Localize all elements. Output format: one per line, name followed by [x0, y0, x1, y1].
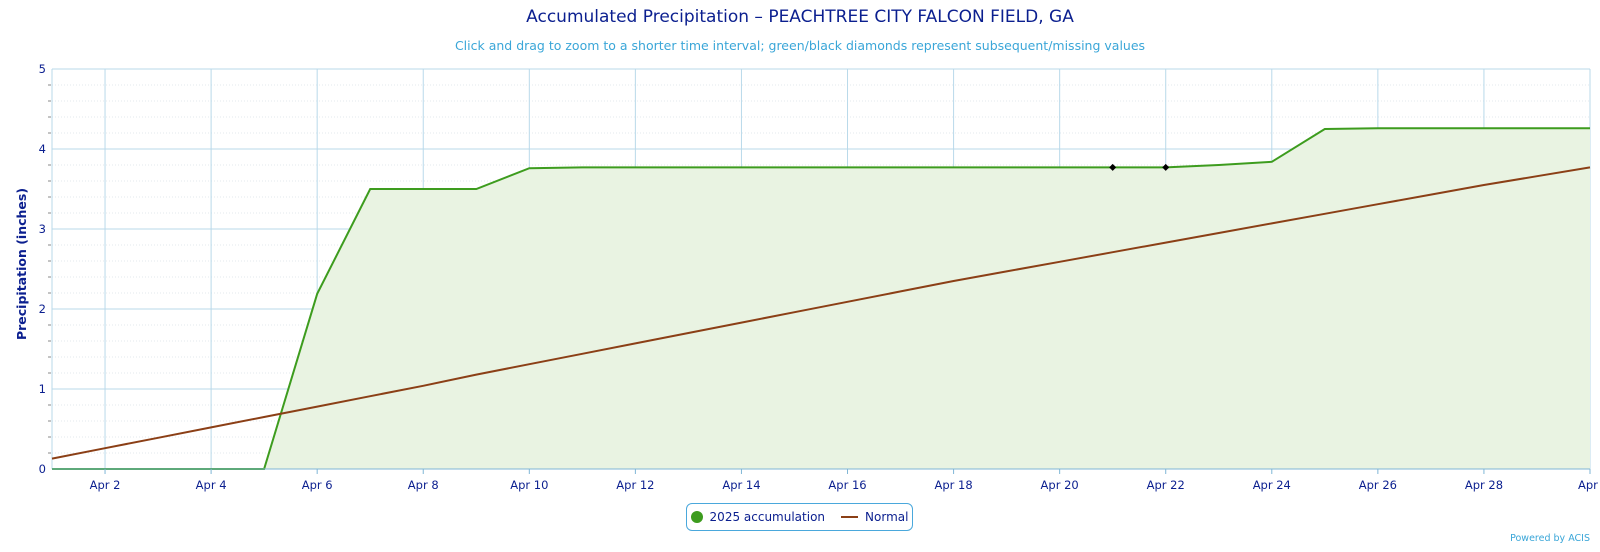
normal-line[interactable] — [51, 166, 1591, 460]
brown-line-icon — [841, 516, 859, 518]
missing-value-diamond[interactable] — [1109, 163, 1117, 171]
legend-label-accumulation: 2025 accumulation — [709, 510, 826, 524]
x-tick-label: Apr 6 — [302, 478, 333, 492]
x-tick-label: Apr 22 — [1147, 478, 1185, 492]
y-tick-label: 0 — [39, 462, 46, 476]
y-tick-label: 1 — [39, 382, 46, 396]
legend-item-normal[interactable]: Normal — [841, 510, 908, 524]
x-tick-label: Apr 18 — [934, 478, 972, 492]
x-tick-label: Apr 2 — [90, 478, 121, 492]
x-tick-label: Apr 14 — [722, 478, 760, 492]
chart-legend: 2025 accumulation Normal — [686, 503, 913, 531]
accumulation-line[interactable] — [52, 127, 1590, 470]
green-dot-icon — [690, 511, 703, 523]
legend-item-accumulation[interactable]: 2025 accumulation — [690, 510, 826, 524]
chart-title: Accumulated Precipitation – PEACHTREE CI… — [526, 7, 1074, 27]
x-axis-ticks: Apr 2 Apr 4 Apr 6 Apr 8 Apr 10 Apr 12 Apr 14 Ap… — [90, 469, 1600, 492]
y-axis-ticks: 0 1 2 3 4 5 — [39, 62, 46, 476]
accumulation-area — [52, 128, 1590, 469]
x-tick-label: Apr 20 — [1041, 478, 1079, 492]
x-tick-label: Apr 4 — [196, 478, 227, 492]
x-tick-label: Apr 26 — [1359, 478, 1397, 492]
y-tick-label: 5 — [39, 62, 46, 76]
x-tick-label: Apr 16 — [828, 478, 866, 492]
x-tick-label: Apr 10 — [510, 478, 548, 492]
acis-credit-link[interactable]: Powered by ACIS — [1510, 533, 1590, 544]
y-axis-label: Precipitation (inches) — [14, 188, 29, 340]
missing-value-diamond[interactable] — [1162, 163, 1170, 171]
x-tick-label: Apr 28 — [1465, 478, 1503, 492]
x-tick-label: Apr 3 — [1578, 478, 1600, 492]
x-tick-label: Apr 8 — [408, 478, 439, 492]
y-tick-label: 2 — [39, 302, 46, 316]
y-tick-label: 4 — [39, 142, 46, 156]
x-tick-label: Apr 24 — [1253, 478, 1291, 492]
legend-label-normal: Normal — [865, 510, 909, 524]
missing-value-markers — [1109, 163, 1170, 171]
chart-subtitle: Click and drag to zoom to a shorter time… — [454, 38, 1146, 53]
y-tick-label: 3 — [39, 222, 46, 236]
x-tick-label: Apr 12 — [616, 478, 654, 492]
